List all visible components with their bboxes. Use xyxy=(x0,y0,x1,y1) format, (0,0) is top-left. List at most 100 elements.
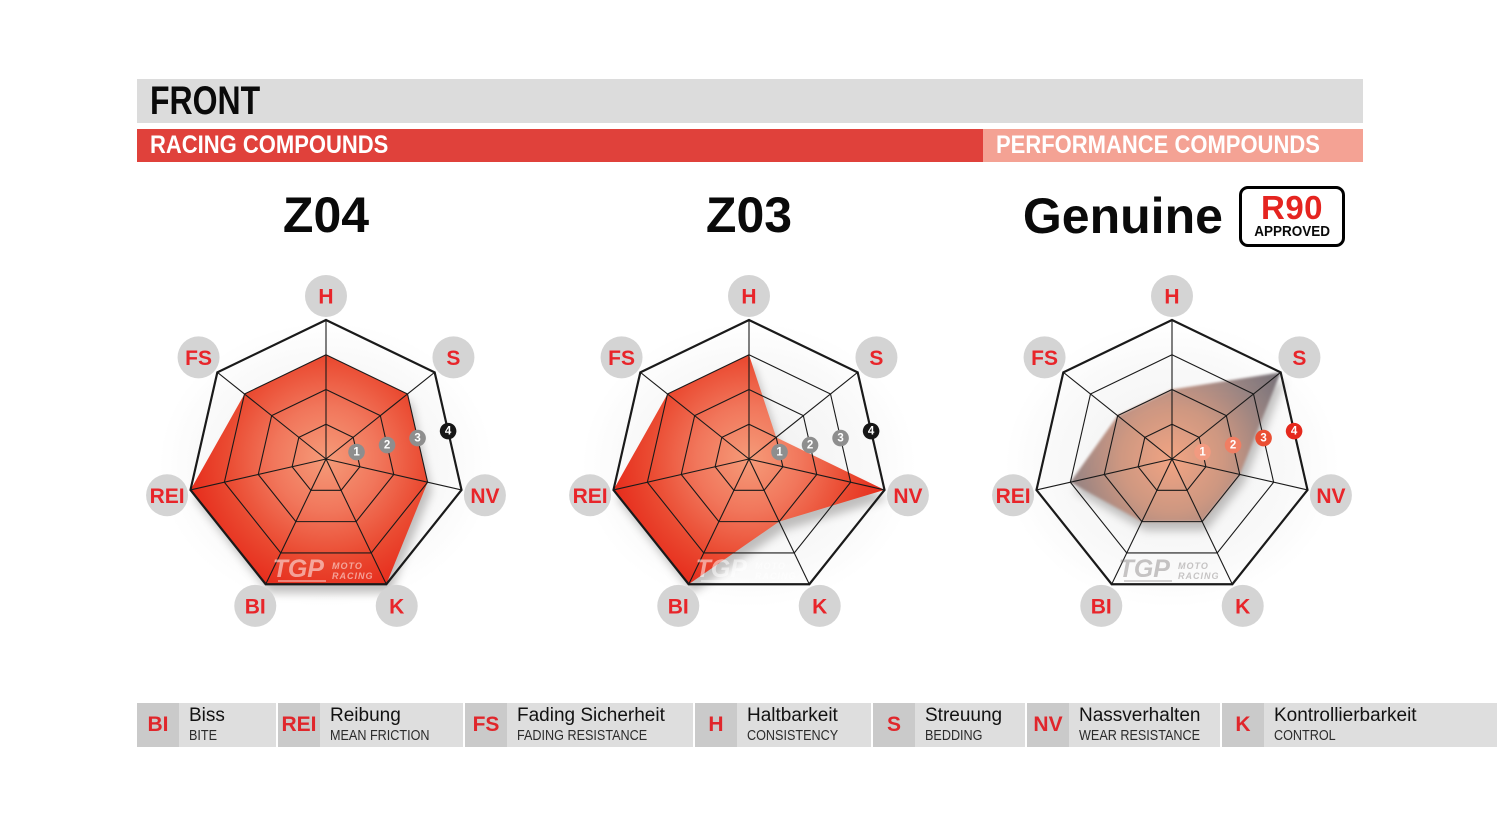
axis-label-s: S xyxy=(869,347,883,370)
radar-value-polygon-genuine xyxy=(1070,372,1281,522)
scale-marker-3 xyxy=(832,429,849,447)
legend-term-en: BEDDING xyxy=(925,728,983,744)
watermark-racing: RACING xyxy=(1178,571,1220,581)
scale-marker-label-2: 2 xyxy=(1230,440,1236,452)
radar-chart-genuine: TGP MOTO RACING 1 2 3 4 H S NV K BI REI FS xyxy=(961,270,1383,646)
axis-label-bi: BI xyxy=(245,595,266,618)
grid-spoke-nv xyxy=(748,458,885,491)
grid-spoke-rei xyxy=(190,458,327,491)
scale-marker-label-2: 2 xyxy=(384,440,390,452)
axis-label-rei: REI xyxy=(150,485,185,508)
axis-label-circle-h xyxy=(728,275,770,317)
axis-label-nv: NV xyxy=(893,485,922,508)
legend-abbr-k: K xyxy=(1222,703,1264,747)
grid-spoke-s xyxy=(748,371,859,460)
grid-spoke-fs xyxy=(639,371,750,460)
axis-label-circle-rei xyxy=(569,474,612,517)
legend-term-en: WEAR RESISTANCE xyxy=(1079,728,1201,744)
grid-ring-2 xyxy=(680,388,818,523)
axis-label-h: H xyxy=(1164,286,1179,309)
watermark-brand: TGP xyxy=(273,555,325,583)
scale-marker-3 xyxy=(409,429,426,447)
grid-ring-1 xyxy=(714,423,784,491)
scale-marker-label-3: 3 xyxy=(837,433,843,445)
legend-term-de: Reibung xyxy=(330,705,401,726)
grid-ring-4 xyxy=(189,318,463,586)
grid-ring-2 xyxy=(257,388,395,523)
scale-marker-2 xyxy=(1224,436,1242,454)
radar-value-polygon-z04 xyxy=(190,354,428,585)
grid-spoke-s xyxy=(325,371,436,460)
legend-term-de: Streuung xyxy=(925,705,1003,726)
r90-approved-badge: R90 APPROVED xyxy=(1238,185,1346,247)
legend-term-de: Haltbarkeit xyxy=(747,705,838,726)
r90-badge-text: R90 xyxy=(1260,188,1324,226)
scale-marker-4 xyxy=(862,422,880,440)
axis-label-circle-s xyxy=(432,336,475,379)
axis-label-circle-bi xyxy=(657,584,700,627)
scale-marker-label-1: 1 xyxy=(353,447,360,459)
legend-term-en: CONSISTENCY xyxy=(747,728,839,744)
axis-label-rei: REI xyxy=(573,485,608,508)
grid-spoke-fs xyxy=(216,371,327,460)
legend-term-de: Biss xyxy=(189,705,225,726)
grid-spoke-fs xyxy=(1062,371,1173,460)
axis-label-s: S xyxy=(446,347,460,370)
legend-text-box-bi: Biss BITE xyxy=(179,703,276,747)
scale-marker-label-4: 4 xyxy=(1291,426,1298,438)
legend-term-en: CONTROL xyxy=(1274,728,1336,744)
grid-ring-4 xyxy=(1035,318,1309,586)
legend-item-s: S Streuung BEDDING xyxy=(873,703,1025,747)
scale-marker-1 xyxy=(1194,443,1211,461)
axis-label-fs: FS xyxy=(1031,347,1058,370)
axis-label-circle-nv xyxy=(463,474,506,517)
watermark-moto: MOTO xyxy=(1178,561,1209,571)
legend-text-box-s: Streuung BEDDING xyxy=(915,703,1025,747)
approved-badge-text: APPROVED xyxy=(1254,222,1330,240)
legend-abbr-rei: REI xyxy=(278,703,320,747)
axis-label-circle-h xyxy=(1151,275,1193,317)
axis-label-k: K xyxy=(812,595,827,618)
grid-ring-3 xyxy=(1069,354,1275,554)
grid-spoke-k xyxy=(748,458,810,585)
scale-marker-2 xyxy=(801,436,819,454)
front-header-bar: FRONT xyxy=(137,79,1363,123)
legend-abbr-s: S xyxy=(873,703,915,747)
scale-marker-2 xyxy=(378,436,396,454)
axis-label-fs: FS xyxy=(185,347,212,370)
legend-term-en: MEAN FRICTION xyxy=(330,728,430,744)
axis-label-circle-fs xyxy=(177,336,220,379)
legend-abbr-nv: NV xyxy=(1027,703,1069,747)
axis-label-circle-k xyxy=(1221,584,1264,627)
axis-label-circle-rei xyxy=(146,474,189,517)
axis-label-circle-k xyxy=(798,584,841,627)
grid-spoke-nv xyxy=(1171,458,1308,491)
watermark-racing: RACING xyxy=(755,571,797,581)
legend-term-en: BITE xyxy=(189,728,218,744)
legend-item-nv: NV Nassverhalten WEAR RESISTANCE xyxy=(1027,703,1220,747)
watermark-racing: RACING xyxy=(332,571,374,581)
axis-label-circle-fs xyxy=(600,336,643,379)
scale-marker-label-4: 4 xyxy=(868,426,875,438)
legend-text-box-h: Haltbarkeit CONSISTENCY xyxy=(737,703,871,747)
radar-chart-z04: TGP MOTO RACING 1 2 3 4 H S NV K BI REI FS xyxy=(115,270,537,646)
axis-label-circle-s xyxy=(855,336,898,379)
watermark-moto: MOTO xyxy=(755,561,786,571)
axis-label-circle-fs xyxy=(1023,336,1066,379)
legend-abbr-fs: FS xyxy=(465,703,507,747)
radar-chart-z03: TGP MOTO RACING 1 2 3 4 H S NV K BI REI FS xyxy=(538,270,960,646)
grid-spoke-nv xyxy=(325,458,462,491)
scale-marker-label-1: 1 xyxy=(776,447,783,459)
watermark-moto: MOTO xyxy=(332,561,363,571)
compound-category-bars: RACING COMPOUNDS PERFORMANCE COMPOUNDS xyxy=(137,129,1363,162)
axis-label-nv: NV xyxy=(470,485,499,508)
axis-label-k: K xyxy=(389,595,404,618)
chart-title-z04: Z04 xyxy=(282,187,370,243)
legend: BI Biss BITE REI Reibung MEAN FRICTION FS Fadin… xyxy=(137,703,1500,747)
axis-label-circle-bi xyxy=(234,584,277,627)
legend-term-de: Kontrollierbarkeit xyxy=(1274,705,1417,726)
legend-text-box-nv: Nassverhalten WEAR RESISTANCE xyxy=(1069,703,1220,747)
scale-marker-1 xyxy=(771,443,788,461)
